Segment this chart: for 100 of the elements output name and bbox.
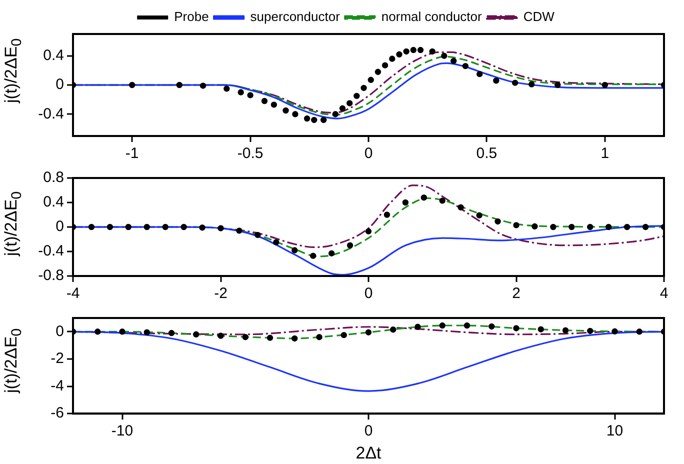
point <box>316 334 322 340</box>
x-axis-title: 2Δt <box>356 443 382 462</box>
point <box>270 102 278 108</box>
point <box>587 328 594 334</box>
point <box>176 82 182 88</box>
point <box>417 46 424 54</box>
legend-label: Probe <box>174 9 209 24</box>
point <box>554 82 561 88</box>
point <box>332 111 339 118</box>
x-tick-label: -1 <box>125 145 139 162</box>
point <box>261 98 268 104</box>
point <box>242 334 248 340</box>
point <box>605 224 612 230</box>
y-tick-label: -0.4 <box>38 105 64 122</box>
point <box>193 331 200 338</box>
point <box>162 224 168 230</box>
y-tick-label: -2 <box>50 350 64 368</box>
point <box>587 224 594 230</box>
point <box>439 322 446 329</box>
point <box>304 115 310 122</box>
point <box>513 325 520 332</box>
x-tick-label: 10 <box>606 422 624 440</box>
x-tick-label: -0.5 <box>237 145 264 162</box>
point <box>310 252 316 259</box>
y-tick-label: 0 <box>56 76 64 94</box>
point <box>441 52 448 59</box>
point <box>354 92 360 100</box>
point <box>144 329 150 336</box>
point <box>119 328 126 335</box>
point <box>476 212 482 218</box>
point <box>493 78 500 84</box>
point <box>402 199 409 206</box>
point <box>339 105 346 112</box>
point <box>218 332 224 339</box>
y-tick-label: -6 <box>50 404 64 422</box>
point <box>396 51 402 58</box>
point <box>450 58 457 64</box>
y-tick-label: 0.8 <box>43 169 64 186</box>
point <box>125 224 132 230</box>
point <box>320 116 327 124</box>
point <box>374 68 382 75</box>
y-tick-label: -0.4 <box>38 242 64 260</box>
point <box>636 328 642 335</box>
x-tick-label: 2 <box>512 285 520 302</box>
point <box>236 228 242 234</box>
point <box>346 242 354 248</box>
point <box>476 70 483 78</box>
point <box>328 250 335 256</box>
point <box>180 224 187 230</box>
y-tick-label: -0.8 <box>38 267 64 284</box>
point <box>538 326 544 332</box>
point <box>528 81 535 88</box>
point <box>389 56 396 62</box>
point <box>462 62 469 70</box>
point <box>218 225 224 232</box>
x-tick-label: 0 <box>364 285 373 302</box>
point <box>458 204 464 210</box>
point <box>488 323 495 330</box>
point <box>365 228 372 234</box>
point <box>199 224 206 231</box>
x-tick-label: -2 <box>214 285 228 302</box>
point <box>292 111 298 118</box>
point <box>129 82 136 88</box>
point <box>247 92 254 98</box>
point <box>168 330 175 336</box>
x-tick-label: 0 <box>364 422 373 440</box>
point <box>88 224 95 230</box>
point <box>390 326 396 333</box>
point <box>420 194 428 201</box>
x-tick-label: 0.5 <box>476 145 498 162</box>
point <box>612 328 618 334</box>
point <box>282 107 289 114</box>
legend-label: CDW <box>523 9 556 24</box>
point <box>602 82 608 88</box>
point <box>224 86 230 92</box>
point <box>624 224 630 230</box>
x-tick-label: 1 <box>600 145 610 162</box>
x-tick-label: 4 <box>660 285 668 302</box>
point <box>429 48 436 55</box>
y-tick-label: 0 <box>56 218 64 236</box>
point <box>382 62 388 68</box>
point <box>273 239 280 246</box>
point <box>439 198 446 204</box>
y-tick-label: 0 <box>56 322 64 340</box>
point <box>403 48 410 55</box>
point <box>384 212 390 218</box>
legend-label: normal conductor <box>381 9 483 24</box>
point <box>410 46 417 54</box>
point <box>200 82 206 89</box>
point <box>365 329 372 336</box>
point <box>494 218 501 225</box>
point <box>292 335 298 342</box>
point <box>94 328 101 335</box>
line-series <box>73 224 664 276</box>
x-tick-label: -10 <box>111 422 134 440</box>
point <box>360 84 367 92</box>
point <box>513 222 520 228</box>
point <box>568 224 575 230</box>
y-tick-label: 0.4 <box>43 194 64 211</box>
y-tick-label: 0.4 <box>43 47 64 64</box>
